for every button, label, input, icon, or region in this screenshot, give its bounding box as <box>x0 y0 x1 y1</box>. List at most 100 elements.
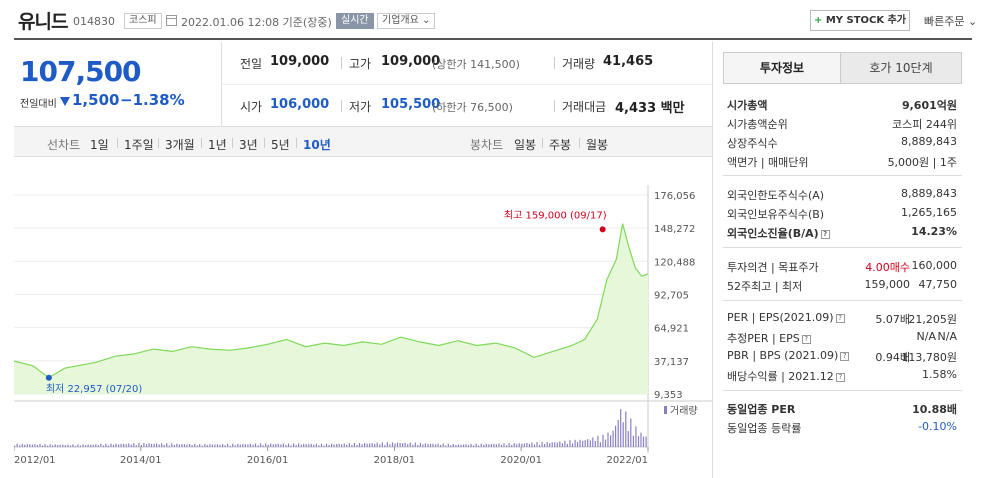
volume-bar <box>561 443 563 447</box>
volume-bar <box>16 443 18 447</box>
volume-bar <box>450 445 452 447</box>
period-0[interactable]: 1일 <box>90 138 109 152</box>
volume-bar <box>204 444 206 447</box>
volume-bar <box>371 443 373 447</box>
help-icon[interactable]: ? <box>835 372 845 382</box>
volume-bar <box>97 445 99 447</box>
volume-bar <box>54 444 56 447</box>
volume-bar <box>153 443 155 447</box>
volume-bar <box>417 445 419 447</box>
volume-bar <box>26 444 28 447</box>
volume-bar <box>396 442 399 447</box>
volume-bar <box>584 440 586 447</box>
help-icon[interactable]: ? <box>835 313 845 323</box>
my-stock-add-button[interactable]: + MY STOCK 추가 <box>810 10 910 31</box>
separator <box>554 100 555 112</box>
price-line <box>14 223 649 379</box>
volume-bar <box>216 444 219 447</box>
volume-bar <box>490 444 492 447</box>
price-change: 1,500 <box>72 91 120 109</box>
volume-legend-label: 거래량 <box>670 405 698 417</box>
volume-bar <box>102 445 104 447</box>
volume-bar <box>582 440 584 447</box>
volume-bar <box>452 444 454 447</box>
separator <box>723 300 962 301</box>
volume-bar <box>615 425 617 447</box>
period-4[interactable]: 3년 <box>239 138 258 152</box>
volume-bar <box>267 444 269 447</box>
separator <box>723 175 962 176</box>
volume-bar <box>31 444 33 447</box>
company-info-dropdown[interactable]: 기업개요 ⌄ <box>377 13 436 29</box>
volume-bar <box>130 444 132 447</box>
volume-bar <box>232 443 234 447</box>
volume-bar <box>518 443 520 447</box>
y-tick-label: 92,705 <box>654 290 689 301</box>
volume-bar <box>467 444 470 447</box>
period-3[interactable]: 1년 <box>208 138 227 152</box>
foreign-ratio-value: 14.23% <box>911 225 957 238</box>
candle-period-1[interactable]: 주봉 <box>549 138 572 152</box>
help-icon[interactable]: ? <box>801 334 811 344</box>
volume-bar <box>191 445 193 447</box>
volume-bar <box>412 444 414 447</box>
volume-bar <box>211 444 213 447</box>
market-cap-label: 시가총액 <box>727 99 768 112</box>
volume-bar <box>498 443 500 447</box>
volume-bar <box>239 444 241 447</box>
separator <box>341 100 342 112</box>
volume-bar <box>358 443 361 447</box>
help-icon[interactable]: ? <box>840 351 850 361</box>
candle-period-0[interactable]: 일봉 <box>514 138 537 152</box>
volume-bar <box>521 443 523 447</box>
volume-bar <box>536 442 538 447</box>
volume-bar <box>511 444 513 447</box>
help-icon[interactable]: ? <box>820 229 830 239</box>
line-chart-label: 선차트 <box>47 138 81 152</box>
per-value: 5.07배 <box>875 313 910 326</box>
open-value: 106,000 <box>270 97 330 112</box>
y-tick-label: 176,056 <box>654 191 695 202</box>
volume-bar <box>260 443 262 447</box>
period-bar <box>14 126 712 157</box>
volume-bar <box>222 444 224 447</box>
volume-bar <box>528 443 530 447</box>
min-marker <box>45 374 52 381</box>
volume-bar <box>295 445 297 447</box>
volume-bar <box>323 445 325 447</box>
volume-bar <box>90 444 92 447</box>
volume-bar <box>607 432 609 447</box>
opinion-value: 4.00매수 <box>865 261 910 274</box>
quick-order-dropdown[interactable]: 빠른주문 ⌄ <box>924 15 978 28</box>
tab-orderbook[interactable]: 호가 10단계 <box>840 52 962 84</box>
volume-bar <box>513 443 515 447</box>
volume-bar <box>254 443 257 447</box>
volume-bar <box>140 444 142 447</box>
volume-bar <box>310 443 312 447</box>
period-1[interactable]: 1주일 <box>124 138 154 152</box>
volume-bar <box>587 439 589 447</box>
volume-bar <box>470 443 472 447</box>
est-per-value: N/A <box>916 330 936 343</box>
volume-bar <box>173 445 175 447</box>
volume-bar <box>432 443 434 447</box>
y-tick-label: 37,137 <box>654 357 689 368</box>
volume-bar <box>277 443 279 447</box>
volume-bar <box>133 443 135 447</box>
volume-bar <box>336 444 338 447</box>
volume-bar <box>19 445 21 447</box>
low-limit: (하한가 76,500) <box>432 101 513 114</box>
period-5[interactable]: 5년 <box>271 138 290 152</box>
volume-bar <box>640 432 642 447</box>
volume-bar <box>331 443 333 447</box>
volume-bar <box>49 444 51 447</box>
period-2[interactable]: 3개월 <box>165 138 195 152</box>
candle-period-2[interactable]: 월봉 <box>586 138 609 152</box>
price-box <box>14 42 222 126</box>
period-6[interactable]: 10년 <box>303 138 331 152</box>
tab-invest-info[interactable]: 투자정보 <box>723 52 841 84</box>
volume-bar <box>569 440 571 447</box>
volume-bar <box>298 443 300 447</box>
separator <box>201 138 202 148</box>
volume-bar <box>128 443 130 447</box>
